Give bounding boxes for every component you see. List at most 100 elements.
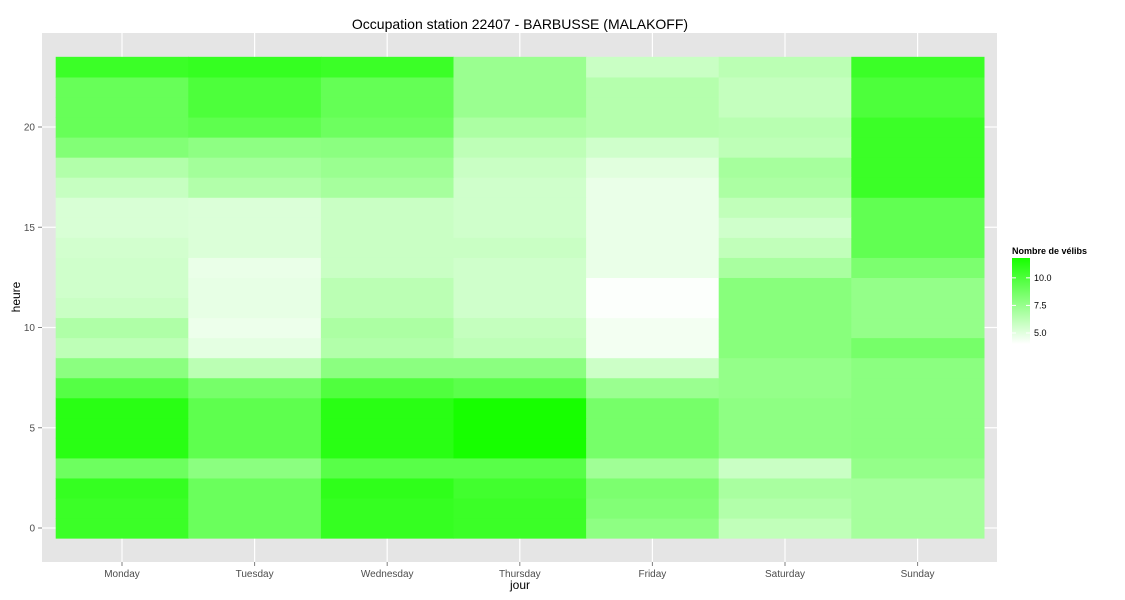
heatmap-cell bbox=[320, 457, 455, 479]
heatmap-cell bbox=[851, 477, 985, 499]
heatmap-cell bbox=[188, 116, 322, 138]
heatmap-cell bbox=[320, 397, 455, 419]
heatmap-cell bbox=[55, 257, 189, 278]
heatmap-cell bbox=[851, 437, 985, 459]
heatmap-cell bbox=[718, 257, 852, 278]
x-tick-label: Wednesday bbox=[361, 569, 414, 580]
y-axis: 0 5 10 15 20 bbox=[24, 123, 42, 535]
heatmap-cell bbox=[320, 96, 455, 118]
heatmap-cell bbox=[188, 397, 322, 419]
heatmap-cell bbox=[718, 217, 852, 238]
heatmap-cell bbox=[55, 177, 189, 198]
heatmap-cell bbox=[55, 437, 189, 459]
heatmap-cell bbox=[188, 357, 322, 379]
heatmap-cell bbox=[320, 76, 455, 98]
heatmap-cell bbox=[188, 76, 322, 98]
legend-color-bar bbox=[1012, 258, 1030, 344]
heatmap-cell bbox=[55, 237, 189, 258]
heatmap-cells bbox=[55, 56, 985, 539]
legend: Nombre de vélibs 5.0 7.5 10.0 bbox=[1012, 246, 1087, 344]
heatmap-cell bbox=[851, 197, 985, 218]
heatmap-cell bbox=[586, 517, 720, 539]
heatmap-cell bbox=[320, 357, 455, 379]
heatmap-cell bbox=[718, 337, 852, 359]
heatmap-cell bbox=[188, 517, 322, 539]
heatmap-cell bbox=[453, 497, 587, 519]
heatmap-cell bbox=[453, 297, 587, 319]
heatmap-cell bbox=[188, 477, 322, 499]
heatmap-cell bbox=[718, 457, 852, 479]
heatmap-cell bbox=[851, 237, 985, 258]
heatmap-cell bbox=[718, 137, 852, 158]
heatmap-cell bbox=[718, 116, 852, 138]
heatmap-cell bbox=[320, 137, 455, 158]
heatmap-cell bbox=[453, 56, 587, 78]
heatmap-cell bbox=[586, 457, 720, 479]
heatmap-cell bbox=[851, 137, 985, 158]
heatmap-cell bbox=[718, 437, 852, 459]
heatmap-cell bbox=[188, 317, 322, 339]
heatmap-cell bbox=[586, 377, 720, 399]
heatmap-cell bbox=[851, 177, 985, 198]
heatmap-cell bbox=[851, 56, 985, 78]
heatmap-cell bbox=[851, 96, 985, 118]
heatmap-cell bbox=[851, 317, 985, 339]
heatmap-cell bbox=[320, 157, 455, 178]
y-tick-label: 15 bbox=[24, 223, 36, 234]
heatmap-cell bbox=[453, 177, 587, 198]
heatmap-cell bbox=[851, 457, 985, 479]
heatmap-cell bbox=[55, 137, 189, 158]
heatmap-cell bbox=[586, 217, 720, 238]
heatmap-cell bbox=[320, 317, 455, 339]
heatmap-cell bbox=[55, 217, 189, 238]
heatmap-cell bbox=[453, 437, 587, 459]
heatmap-cell bbox=[320, 297, 455, 319]
heatmap-cell bbox=[718, 157, 852, 178]
heatmap-cell bbox=[718, 397, 852, 419]
heatmap-cell bbox=[586, 137, 720, 158]
y-axis-title: heure bbox=[9, 281, 23, 312]
heatmap-cell bbox=[320, 377, 455, 399]
heatmap-cell bbox=[718, 417, 852, 439]
heatmap-cell bbox=[188, 157, 322, 178]
heatmap-cell bbox=[586, 477, 720, 499]
heatmap-cell bbox=[453, 217, 587, 238]
heatmap-cell bbox=[320, 257, 455, 278]
heatmap-cell bbox=[320, 477, 455, 499]
heatmap-cell bbox=[55, 317, 189, 339]
x-tick-label: Tuesday bbox=[236, 569, 274, 580]
heatmap-cell bbox=[453, 116, 587, 138]
heatmap-cell bbox=[188, 177, 322, 198]
heatmap-cell bbox=[320, 277, 455, 299]
heatmap-cell bbox=[453, 157, 587, 178]
y-tick-label: 0 bbox=[29, 524, 35, 535]
heatmap-cell bbox=[453, 317, 587, 339]
heatmap-cell bbox=[188, 137, 322, 158]
heatmap-cell bbox=[320, 116, 455, 138]
heatmap-cell bbox=[320, 337, 455, 359]
heatmap-cell bbox=[718, 517, 852, 539]
heatmap-cell bbox=[586, 337, 720, 359]
heatmap-cell bbox=[320, 497, 455, 519]
heatmap-cell bbox=[55, 337, 189, 359]
heatmap-cell bbox=[453, 76, 587, 98]
heatmap-cell bbox=[718, 477, 852, 499]
heatmap-cell bbox=[188, 297, 322, 319]
heatmap-cell bbox=[55, 96, 189, 118]
heatmap-cell bbox=[188, 56, 322, 78]
heatmap-cell bbox=[453, 457, 587, 479]
heatmap-cell bbox=[453, 197, 587, 218]
heatmap-cell bbox=[188, 197, 322, 218]
heatmap-cell bbox=[55, 377, 189, 399]
heatmap-cell bbox=[188, 237, 322, 258]
legend-tick-label: 7.5 bbox=[1034, 300, 1047, 310]
heatmap-cell bbox=[453, 517, 587, 539]
heatmap-cell bbox=[718, 177, 852, 198]
heatmap-cell bbox=[586, 437, 720, 459]
heatmap-cell bbox=[586, 157, 720, 178]
legend-tick-label: 5.0 bbox=[1034, 328, 1047, 338]
legend-tick-label: 10.0 bbox=[1034, 273, 1052, 283]
heatmap-cell bbox=[55, 477, 189, 499]
heatmap-cell bbox=[586, 277, 720, 299]
